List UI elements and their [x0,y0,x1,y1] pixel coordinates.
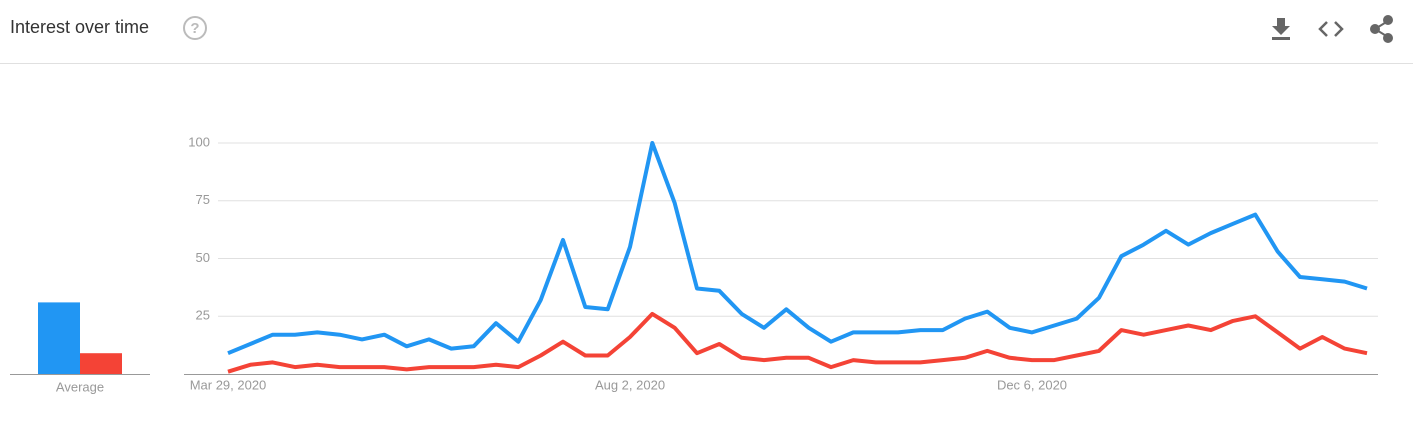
widget-title: Interest over time [10,17,149,37]
embed-icon[interactable] [1318,21,1344,37]
y-tick-label: 100 [188,134,210,149]
share-icon[interactable] [1370,15,1393,43]
svg-text:?: ? [190,20,199,37]
x-label: Average [56,379,104,394]
y-tick-label: 50 [196,250,210,265]
x-tick-label: Mar 29, 2020 [190,377,267,392]
y-tick-label: 75 [196,192,210,207]
x-tick-label: Aug 2, 2020 [595,377,665,392]
y-tick-label: 25 [196,308,210,323]
average-bar [80,353,122,374]
download-icon[interactable] [1272,18,1290,40]
series-line [227,311,1368,374]
help-icon[interactable]: ? [183,16,207,40]
series-line [227,141,1368,356]
average-bar [38,302,80,374]
x-tick-label: Dec 6, 2020 [997,377,1067,392]
